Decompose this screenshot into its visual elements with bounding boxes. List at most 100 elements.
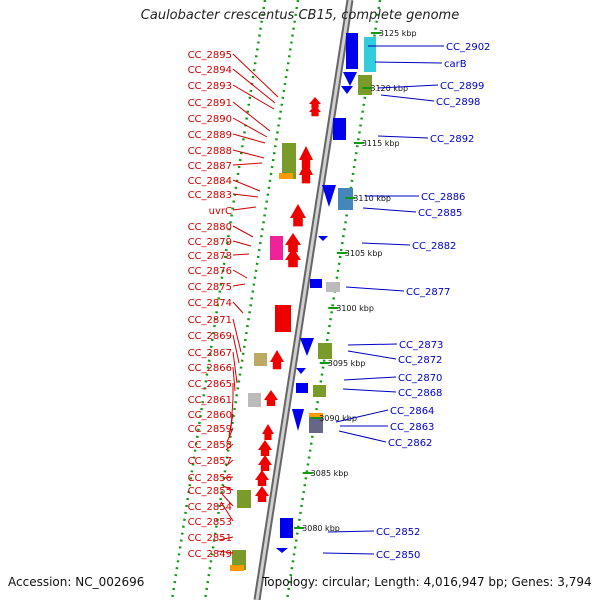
forward-gene-arrow [299, 146, 313, 169]
genome-stats-text: Topology: circular; Length: 4,016,947 bp… [262, 575, 592, 589]
leader-line [232, 149, 265, 159]
gene-label-left: CC_2851 [188, 533, 232, 544]
gene-label-left: CC_2861 [188, 395, 232, 406]
reverse-gene-block [346, 33, 358, 69]
forward-gene-arrow [258, 455, 272, 471]
kbp-label: 3100 kbp [336, 304, 374, 313]
leader-line [232, 269, 248, 279]
leader-line [223, 476, 234, 479]
gene-label-left: CC_2894 [188, 65, 232, 76]
gene-label-left: CC_2889 [188, 130, 232, 141]
leader-line [232, 53, 279, 98]
olive-gene-block [313, 385, 326, 397]
leader-line [232, 253, 250, 256]
gene-label-left: CC_2871 [188, 315, 232, 326]
gene-label-left: CC_2869 [188, 331, 232, 342]
reverse-gene-arrow [296, 368, 306, 374]
gene-label-left: CC_2884 [188, 176, 232, 187]
gene-label-right: CC_2852 [376, 527, 420, 538]
reverse-gene-block [310, 279, 322, 288]
gene-label-left: CC_2860 [188, 410, 232, 421]
leader-line [362, 207, 417, 213]
leader-line [232, 283, 246, 287]
forward-gene-arrow [255, 486, 269, 502]
reverse-gene-arrow [276, 548, 288, 553]
forward-gene-arrow [299, 161, 313, 184]
gene-label-left: CC_2855 [188, 486, 232, 497]
gene-label-left: CC_2883 [188, 190, 232, 201]
dotted-guides [170, 0, 382, 600]
forward-gene-arrow [270, 350, 284, 370]
magenta-gene-block [270, 236, 283, 260]
leader-line [221, 493, 234, 507]
olive-gene-block [318, 343, 332, 359]
leader-line [232, 101, 271, 132]
left-gene-labels: CC_2895 CC_2894 CC_2893 CC_2891 CC_2890 CC_28… [188, 50, 279, 560]
reverse-gene-arrow [318, 236, 328, 241]
gene-label-right: CC_2873 [399, 340, 443, 351]
grey-gene-block [326, 282, 340, 292]
forward-gene-arrow [258, 440, 272, 456]
reverse-gene-arrow [292, 409, 304, 431]
orange-gene-block [279, 173, 293, 179]
leader-line [232, 301, 244, 314]
leader-line [232, 318, 242, 353]
gene-label-left: CC_2888 [188, 146, 232, 157]
gene-label-left: CC_2890 [188, 114, 232, 125]
leader-line [232, 193, 259, 198]
gene-label-left: CC_2849 [188, 549, 232, 560]
gene-label-left: CC_2867 [188, 348, 232, 359]
leader-line [226, 427, 234, 443]
gene-label-right: CC_2899 [440, 81, 484, 92]
gene-label-left: CC_2879 [188, 237, 232, 248]
leader-line [232, 84, 275, 110]
kbp-label: 3085 kbp [311, 469, 349, 478]
dotted-guide-line [285, 0, 382, 600]
leader-line [377, 135, 429, 139]
gene-label-right: CC_2868 [398, 388, 442, 399]
gene-label-left: CC_2875 [188, 282, 232, 293]
reverse-gene-block [296, 383, 308, 393]
leader-line [232, 366, 236, 392]
leader-line [232, 206, 257, 211]
kbp-label: 3110 kbp [353, 194, 391, 203]
forward-gene-arrow [264, 390, 278, 406]
forward-gene-block [275, 305, 291, 332]
accession-text: Accession: NC_002696 [8, 575, 145, 589]
gene-label-left: uvrC [209, 206, 232, 217]
gene-label-right: CC_2892 [430, 134, 474, 145]
forward-gene-arrow [309, 105, 321, 117]
leader-line [222, 485, 234, 491]
leader-line [232, 179, 261, 192]
orange-gene-block [309, 413, 323, 417]
kbp-label: 3115 kbp [362, 139, 400, 148]
gene-label-right: CC_2886 [421, 192, 465, 203]
gene-label-left: CC_2891 [188, 98, 232, 109]
genome-backbone [253, 0, 354, 600]
gene-label-left: CC_2856 [188, 473, 232, 484]
gene-label-left: CC_2880 [188, 222, 232, 233]
leader-line [232, 334, 240, 364]
kbp-scale: 3125 kbp 3120 kbp 3115 kbp 3110 kbp 3105 kbp… [294, 29, 417, 533]
leader-line [220, 501, 234, 522]
forward-gene-arrow [309, 97, 321, 109]
leader-line [218, 536, 234, 541]
forward-gene-arrow [262, 424, 274, 440]
leader-line [377, 84, 439, 89]
leader-line [232, 117, 268, 138]
leader-line [232, 68, 276, 104]
reverse-gene-arrow [341, 86, 353, 94]
map-title: Caulobacter crescentus CB15, complete ge… [140, 8, 460, 23]
tan-gene-block [254, 353, 267, 366]
leader-line [345, 286, 405, 292]
gene-label-left: CC_2878 [188, 251, 232, 262]
gene-label-right: CC_2872 [398, 355, 442, 366]
dotted-guide-line [170, 0, 267, 600]
gene-label-left: CC_2853 [188, 517, 232, 528]
gene-label-left: CC_2895 [188, 50, 232, 61]
leader-line [335, 409, 389, 423]
leader-line [322, 552, 375, 555]
gene-label-right: CC_2885 [418, 208, 462, 219]
gene-label-right: CC_2898 [436, 97, 480, 108]
